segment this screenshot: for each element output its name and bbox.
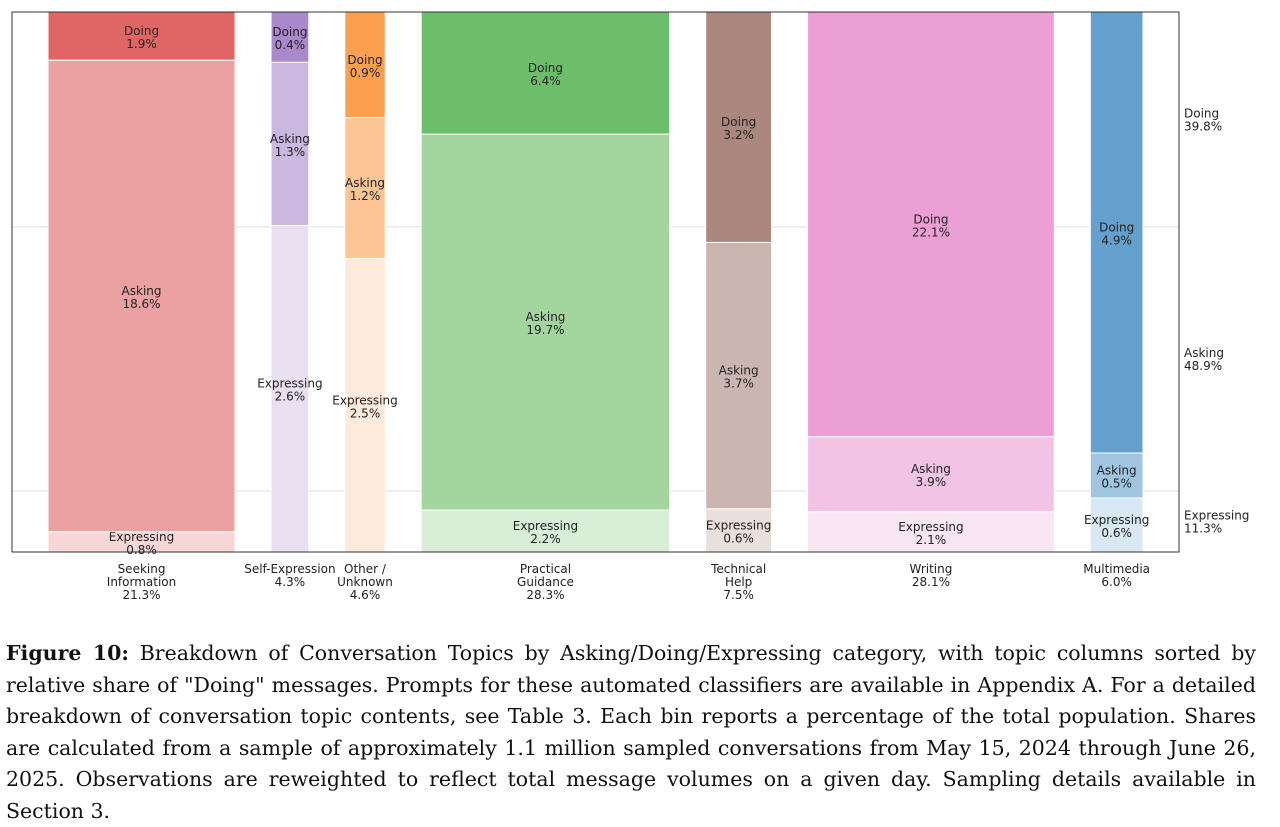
- segment-multimedia-expressing: [1089, 497, 1144, 553]
- segment-label-multimedia-expressing: Expressing 0.6%: [1084, 513, 1149, 540]
- overall-share-labels: Expressing 11.3% Asking 48.9% Doing 39.8%: [1184, 106, 1249, 535]
- segment-technical-help-doing: [705, 11, 773, 243]
- segment-label-seeking-information-expressing: Expressing 0.8%: [109, 530, 174, 557]
- segment-practical-guidance-expressing: [420, 509, 671, 553]
- segment-label-multimedia-doing: Doing 4.9%: [1099, 221, 1134, 248]
- x-tick-self-expression: Self-Expression 4.3%: [244, 562, 335, 589]
- column-other-unknown: Expressing 2.5% Asking 1.2% Doing 0.9%: [332, 11, 398, 553]
- segment-label-self-expression-doing: Doing 0.4%: [272, 25, 307, 52]
- segment-label-self-expression-asking: Asking 1.3%: [270, 132, 310, 159]
- column-practical-guidance: Expressing 2.2% Asking 19.7% Doing 6.4%: [420, 11, 671, 553]
- plot-frame: [11, 11, 1180, 553]
- column-multimedia: Expressing 0.6% Asking 0.5% Doing 4.9%: [1084, 11, 1149, 553]
- segment-other-unknown-doing: [344, 11, 386, 119]
- overall-label-doing: Doing 39.8%: [1184, 106, 1222, 133]
- segment-label-seeking-information-doing: Doing 1.9%: [124, 24, 159, 51]
- segment-label-seeking-information-asking: Asking 18.6%: [122, 284, 162, 311]
- x-tick-labels: Seeking Information 21.3% Self-Expression 4.…: [107, 562, 1150, 602]
- x-tick-practical-guidance: Practical Guidance 28.3%: [517, 562, 574, 602]
- segment-label-technical-help-doing: Doing 3.2%: [721, 115, 756, 142]
- x-tick-seeking-information: Seeking Information 21.3%: [107, 562, 176, 602]
- segment-multimedia-asking: [1089, 452, 1144, 499]
- column-writing: Expressing 2.1% Asking 3.9% Doing 22.1%: [807, 11, 1055, 553]
- segment-label-self-expression-expressing: Expressing 2.6%: [257, 377, 322, 404]
- segment-writing-doing: [807, 11, 1055, 438]
- segment-writing-expressing: [807, 511, 1055, 553]
- segment-seeking-information-asking: [47, 59, 236, 533]
- x-tick-multimedia: Multimedia 6.0%: [1083, 562, 1150, 589]
- segment-label-other-unknown-doing: Doing 0.9%: [347, 53, 382, 80]
- segment-practical-guidance-asking: [420, 133, 671, 511]
- segment-label-practical-guidance-asking: Asking 19.7%: [525, 310, 565, 337]
- column-technical-help: Expressing 0.6% Asking 3.7% Doing 3.2%: [705, 11, 773, 553]
- segment-seeking-information-doing: [47, 11, 236, 61]
- segment-label-technical-help-expressing: Expressing 0.6%: [706, 518, 771, 545]
- column-self-expression: Expressing 2.6% Asking 1.3% Doing 0.4%: [257, 11, 323, 553]
- column-seeking-information: Expressing 0.8% Asking 18.6% Doing 1.9%: [47, 11, 236, 557]
- segment-practical-guidance-doing: [420, 11, 671, 135]
- x-tick-technical-help: Technical Help 7.5%: [710, 562, 766, 602]
- x-tick-other-unknown: Other / Unknown 4.6%: [337, 562, 393, 602]
- topic-columns: Expressing 0.8%Asking 18.6%Doing 1.9%Expres…: [47, 11, 1149, 557]
- segment-label-writing-doing: Doing 22.1%: [912, 212, 950, 239]
- segment-label-writing-expressing: Expressing 2.1%: [898, 520, 963, 547]
- segment-label-practical-guidance-doing: Doing 6.4%: [528, 61, 563, 88]
- segment-label-practical-guidance-expressing: Expressing 2.2%: [513, 519, 578, 546]
- overall-label-asking: Asking 48.9%: [1184, 346, 1224, 373]
- segment-writing-asking: [807, 436, 1055, 513]
- figure-caption: Figure 10: Breakdown of Conversation Top…: [6, 638, 1256, 827]
- segment-label-other-unknown-asking: Asking 1.2%: [345, 176, 385, 203]
- segment-label-technical-help-asking: Asking 3.7%: [719, 364, 759, 391]
- segment-label-multimedia-asking: Asking 0.5%: [1097, 464, 1137, 491]
- segment-other-unknown-asking: [344, 117, 386, 260]
- mosaic-chart: Expressing 0.8%Asking 18.6%Doing 1.9%Expres…: [11, 11, 1249, 602]
- figure-label: Figure 10:: [6, 641, 129, 665]
- overall-label-expressing: Expressing 11.3%: [1184, 508, 1249, 535]
- segment-technical-help-asking: [705, 241, 773, 510]
- caption-text: Breakdown of Conversation Topics by Aski…: [6, 641, 1256, 823]
- x-tick-writing: Writing 28.1%: [910, 562, 953, 589]
- segment-multimedia-doing: [1089, 11, 1144, 454]
- segment-label-other-unknown-expressing: Expressing 2.5%: [332, 393, 397, 420]
- segment-label-writing-asking: Asking 3.9%: [911, 462, 951, 489]
